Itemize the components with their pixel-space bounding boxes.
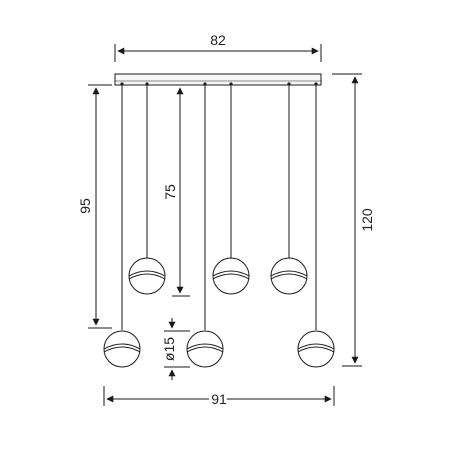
anchor-dot — [203, 82, 207, 86]
anchor-dot — [229, 82, 233, 86]
anchor-dot — [145, 82, 149, 86]
globe-band — [270, 270, 308, 277]
drop-long-label: 95 — [77, 198, 93, 214]
globe-band — [103, 346, 141, 353]
globe-lower-3 — [297, 330, 335, 368]
drop-short-label: 75 — [162, 184, 178, 200]
suspension-wires — [121, 84, 317, 330]
globe-band — [212, 270, 250, 277]
dimension-drop-short — [172, 84, 190, 297]
globe-upper-1 — [128, 257, 166, 295]
globe-band — [297, 343, 335, 350]
dimension-drop-long — [88, 84, 112, 329]
globe-upper-3 — [270, 257, 308, 295]
globe-upper-2 — [212, 257, 250, 295]
canopy-bar — [114, 73, 322, 86]
globe-band — [186, 346, 224, 353]
canopy-width-label: 82 — [210, 32, 226, 48]
wire-anchors — [120, 82, 318, 86]
globe-band — [212, 273, 250, 280]
globe-band — [103, 343, 141, 350]
globe-band — [128, 270, 166, 277]
globe-lower-2 — [186, 330, 224, 368]
globe-band — [297, 346, 335, 353]
dimension-overall-height — [332, 73, 362, 367]
shade-diameter-label: ø15 — [161, 337, 177, 361]
globe-band — [270, 273, 308, 280]
dimension-shade-diameter — [164, 318, 190, 380]
overall-height-label: 120 — [359, 208, 375, 232]
anchor-dot — [287, 82, 291, 86]
globe-lower-1 — [103, 330, 141, 368]
anchor-dot — [120, 82, 124, 86]
globe-band — [186, 343, 224, 350]
overall-width-label: 91 — [211, 391, 227, 407]
canopy — [114, 73, 322, 86]
dimension-overall-width — [103, 386, 335, 406]
anchor-dot — [314, 82, 318, 86]
dimension-canopy-width — [114, 44, 322, 62]
globe-band — [128, 273, 166, 280]
